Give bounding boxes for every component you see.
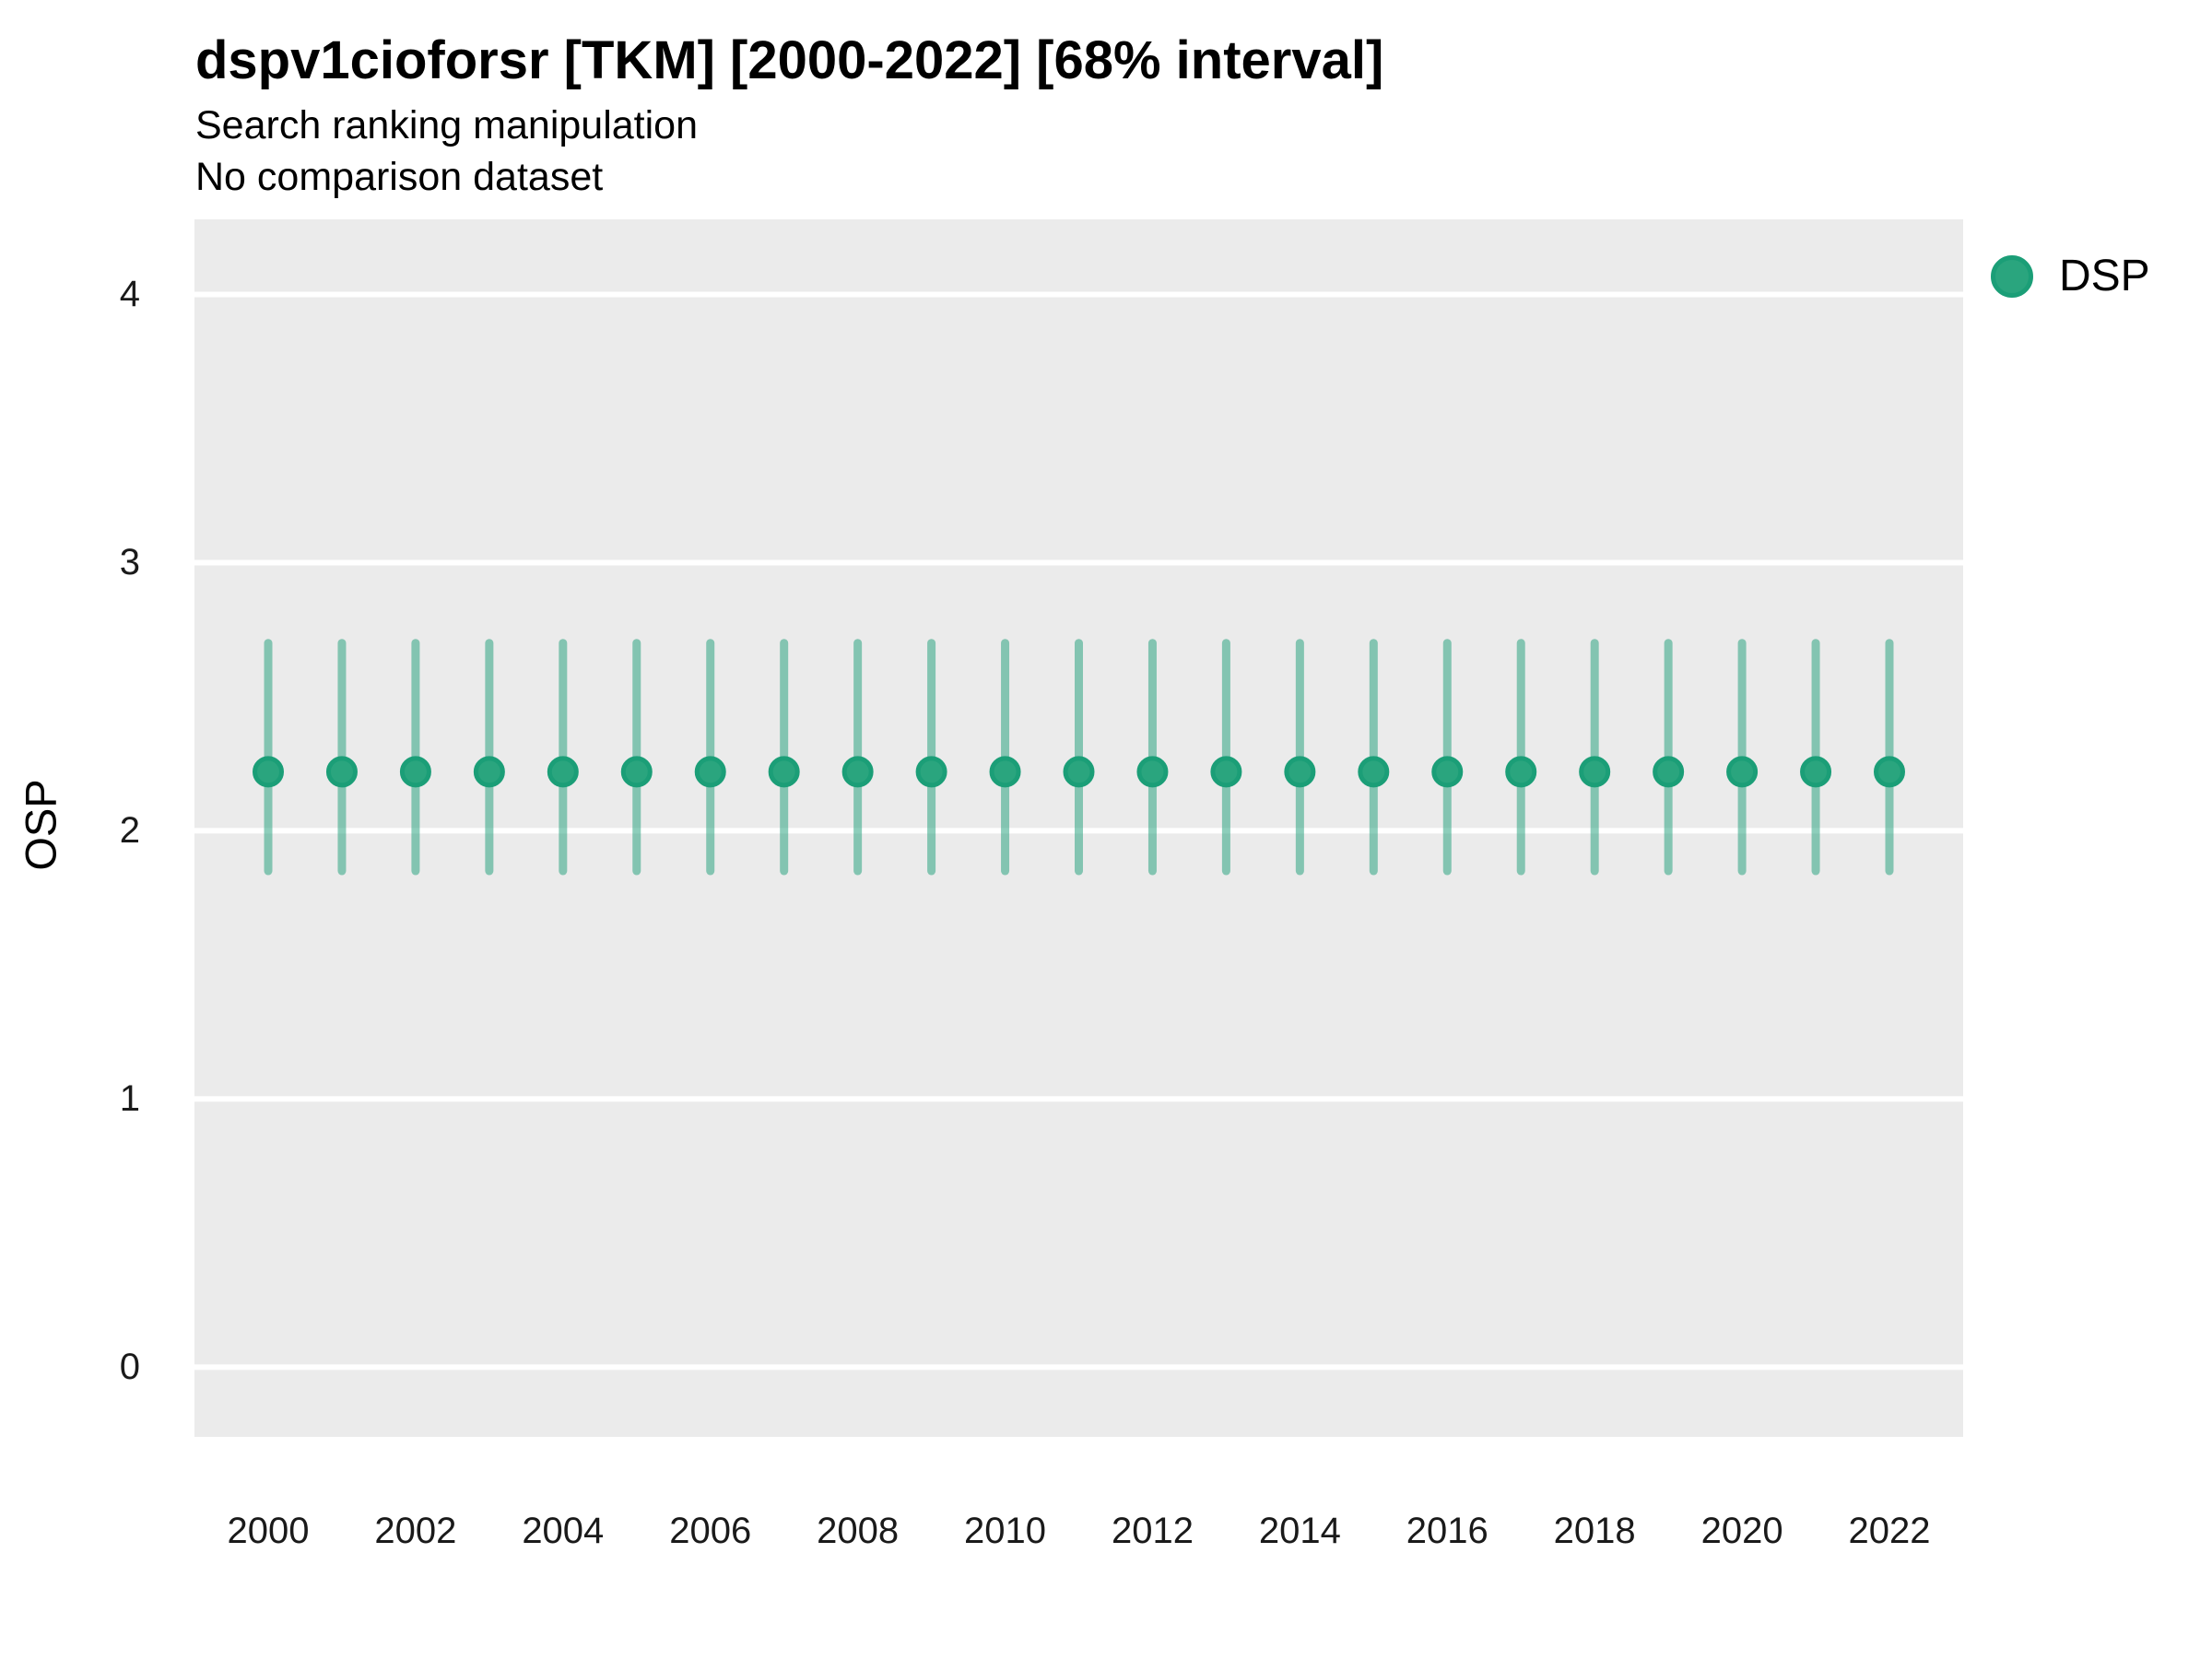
x-tick-label-2008: 2008 — [817, 1511, 900, 1551]
data-point-2003 — [473, 756, 505, 788]
data-point-2010 — [989, 756, 1021, 788]
data-point-2017 — [1505, 756, 1537, 788]
x-tick-label-2004: 2004 — [522, 1511, 605, 1551]
data-point-2001 — [325, 756, 358, 788]
x-tick-label-2016: 2016 — [1406, 1511, 1488, 1551]
data-point-2013 — [1210, 756, 1242, 788]
x-tick-label-2000: 2000 — [227, 1511, 310, 1551]
x-tick-label-2002: 2002 — [374, 1511, 457, 1551]
x-tick-label-2022: 2022 — [1848, 1511, 1931, 1551]
data-point-2004 — [547, 756, 579, 788]
chart-subtitle: Search ranking manipulation — [195, 103, 698, 147]
data-point-2000 — [253, 756, 284, 788]
data-point-2021 — [1800, 756, 1832, 788]
y-tick-label-1: 1 — [119, 1078, 140, 1120]
y-tick-label-3: 3 — [119, 542, 140, 583]
data-point-2014 — [1284, 756, 1316, 788]
plot-panel — [194, 219, 1963, 1437]
data-point-2005 — [620, 756, 653, 788]
data-point-2002 — [399, 756, 431, 788]
x-tick-label-2012: 2012 — [1111, 1511, 1194, 1551]
chart-subtitle-2: No comparison dataset — [195, 155, 604, 199]
data-point-2012 — [1136, 756, 1169, 788]
plot-canvas — [194, 291, 1963, 1371]
data-point-2006 — [694, 756, 726, 788]
data-point-2009 — [915, 756, 947, 788]
y-tick-label-0: 0 — [119, 1347, 140, 1388]
data-point-2008 — [841, 756, 874, 788]
x-tick-label-2014: 2014 — [1258, 1511, 1341, 1551]
chart-title: dspv1cioforsr [TKM] [2000-2022] [68% int… — [195, 30, 1384, 90]
x-tick-label-2006: 2006 — [669, 1511, 752, 1551]
data-point-2016 — [1431, 756, 1464, 788]
legend-marker-dsp-icon — [1991, 255, 2033, 298]
y-tick-label-2: 2 — [119, 810, 140, 852]
data-point-2022 — [1874, 756, 1905, 788]
data-point-2019 — [1653, 756, 1685, 788]
y-tick-label-4: 4 — [119, 274, 140, 315]
data-point-2020 — [1726, 756, 1759, 788]
legend: DSP — [1991, 251, 2150, 302]
data-point-2007 — [768, 756, 800, 788]
data-point-2018 — [1579, 756, 1611, 788]
data-point-2011 — [1063, 756, 1095, 788]
data-point-2015 — [1358, 756, 1390, 788]
x-tick-label-2020: 2020 — [1700, 1511, 1783, 1551]
legend-label-dsp: DSP — [2059, 252, 2150, 300]
x-tick-label-2010: 2010 — [964, 1511, 1047, 1551]
x-tick-label-2018: 2018 — [1553, 1511, 1636, 1551]
